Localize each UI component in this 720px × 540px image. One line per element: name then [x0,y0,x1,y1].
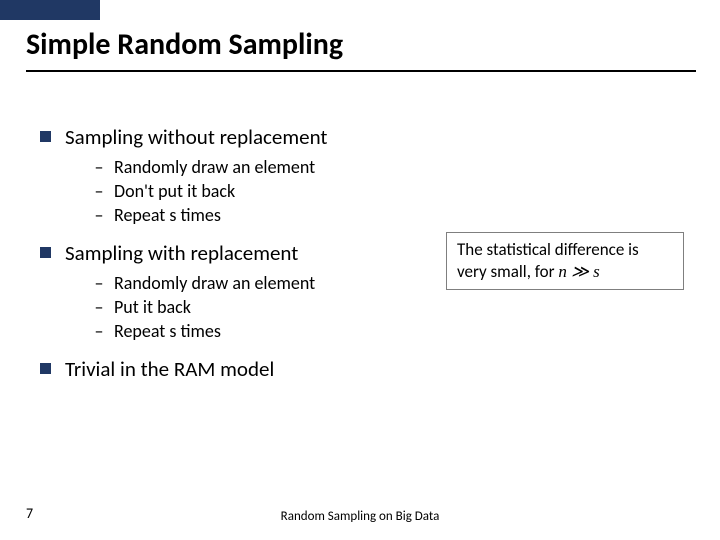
sub-bullet-text: Repeat s times [114,204,221,226]
dash-bullet-icon: – [94,320,104,342]
sub-bullet-text: Put it back [114,296,191,318]
sub-bullet-text: Randomly draw an element [114,272,315,294]
callout-line2-prefix: very small, for [457,261,558,282]
sub-bullet-item: – Randomly draw an element [94,156,680,178]
dash-bullet-icon: – [94,180,104,202]
square-bullet-icon [40,131,51,142]
sub-bullet-item: – Don't put it back [94,180,680,202]
bullet-item: Sampling without replacement [40,124,680,150]
sub-bullet-item: – Repeat s times [94,320,680,342]
bullet-text: Sampling with replacement [65,240,298,266]
bullet-text: Trivial in the RAM model [65,356,274,382]
square-bullet-icon [40,247,51,258]
title-underline [26,70,696,72]
bullet-text: Sampling without replacement [65,124,327,150]
sub-bullet-item: – Repeat s times [94,204,680,226]
accent-bar [0,0,100,20]
sub-bullet-text: Repeat s times [114,320,221,342]
callout-line1: The statistical difference is [457,239,639,260]
callout-box: The statistical difference is very small… [446,232,684,290]
dash-bullet-icon: – [94,296,104,318]
sub-bullet-text: Don't put it back [114,180,235,202]
slide-title: Simple Random Sampling [26,26,343,69]
sub-bullet-item: – Put it back [94,296,680,318]
footer-text: Random Sampling on Big Data [0,509,720,524]
dash-bullet-icon: – [94,272,104,294]
square-bullet-icon [40,363,51,374]
sub-bullet-group: – Randomly draw an element – Don't put i… [94,156,680,226]
bullet-item: Trivial in the RAM model [40,356,680,382]
dash-bullet-icon: – [94,204,104,226]
callout-formula: n ≫ s [558,262,599,281]
dash-bullet-icon: – [94,156,104,178]
sub-bullet-text: Randomly draw an element [114,156,315,178]
